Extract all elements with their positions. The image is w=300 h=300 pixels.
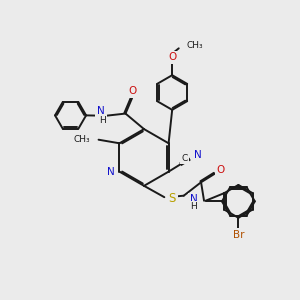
Text: CH₃: CH₃	[74, 135, 90, 144]
Text: O: O	[216, 165, 225, 175]
Text: N: N	[190, 194, 197, 204]
Text: S: S	[169, 192, 176, 205]
Text: O: O	[128, 86, 136, 97]
Text: CH₃: CH₃	[187, 41, 203, 50]
Text: C: C	[181, 154, 188, 163]
Text: H: H	[99, 116, 106, 125]
Text: N: N	[97, 106, 105, 116]
Text: O: O	[168, 52, 176, 62]
Text: Br: Br	[232, 230, 244, 240]
Text: N: N	[194, 150, 202, 160]
Text: H: H	[190, 202, 196, 211]
Text: N: N	[107, 167, 115, 177]
